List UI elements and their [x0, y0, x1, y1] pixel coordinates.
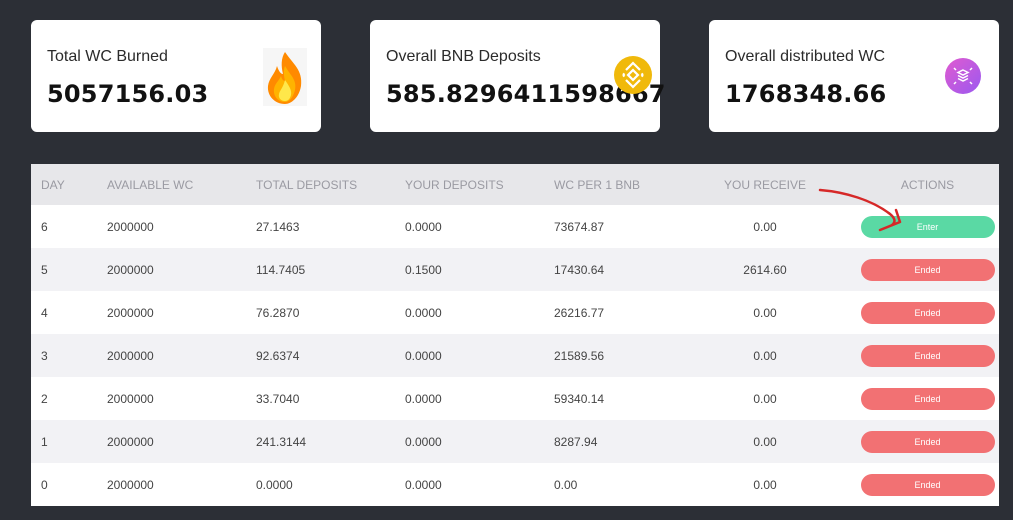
- header-total-deposits: TOTAL DEPOSITS: [256, 177, 358, 192]
- cell-day: 5: [41, 262, 48, 277]
- cell-your-deposits: 0.0000: [405, 391, 442, 406]
- distribution-icon: [945, 58, 981, 94]
- cell-day: 2: [41, 391, 48, 406]
- cell-day: 1: [41, 434, 48, 449]
- cell-you-receive: 0.00: [753, 391, 777, 406]
- cell-total-deposits: 0.0000: [256, 477, 293, 492]
- header-you-receive: YOU RECEIVE: [723, 177, 807, 192]
- cell-your-deposits: 0.1500: [405, 262, 442, 277]
- bnb-icon: [614, 56, 652, 94]
- cell-wc-per-bnb: 8287.94: [554, 434, 598, 449]
- stat-card-bnb-deposits: Overall BNB Deposits 585.8296411598667: [370, 20, 666, 132]
- cell-wc-per-bnb: 0.00: [554, 477, 578, 492]
- ended-button[interactable]: Ended: [860, 301, 995, 324]
- cell-your-deposits: 0.0000: [405, 477, 442, 492]
- table-row: 1 2000000 241.3144 0.0000 8287.94 0.00 E…: [31, 420, 999, 463]
- cell-total-deposits: 27.1463: [256, 219, 300, 234]
- cell-total-deposits: 114.7405: [256, 262, 306, 277]
- header-your-deposits: YOUR DEPOSITS: [405, 177, 504, 192]
- card-value: 5057156.03: [47, 80, 209, 108]
- table-row: 4 2000000 76.2870 0.0000 26216.77 0.00 E…: [31, 291, 999, 334]
- cell-total-deposits: 33.7040: [256, 391, 300, 406]
- cell-wc-per-bnb: 26216.77: [554, 305, 605, 320]
- table-row: 6 2000000 27.1463 0.0000 73674.87 0.00 E…: [31, 205, 999, 248]
- cell-actions: Enter: [856, 205, 999, 248]
- header-available-wc: AVAILABLE WC: [107, 177, 194, 192]
- cell-actions: Ended: [856, 377, 999, 420]
- cell-available-wc: 2000000: [107, 348, 154, 363]
- ended-button[interactable]: Ended: [860, 430, 995, 453]
- cell-you-receive: 2614.60: [743, 262, 787, 277]
- cell-total-deposits: 92.6374: [256, 348, 300, 363]
- cell-total-deposits: 241.3144: [256, 434, 307, 449]
- cell-your-deposits: 0.0000: [405, 219, 442, 234]
- stat-card-distributed-wc: Overall distributed WC 1768348.66: [709, 20, 999, 132]
- card-title: Overall BNB Deposits: [386, 48, 541, 65]
- cell-you-receive: 0.00: [753, 434, 777, 449]
- table-row: 5 2000000 114.7405 0.1500 17430.64 2614.…: [31, 248, 999, 291]
- enter-button[interactable]: Enter: [860, 215, 995, 238]
- cell-available-wc: 2000000: [107, 305, 154, 320]
- cell-total-deposits: 76.2870: [256, 305, 300, 320]
- header-day: DAY: [41, 177, 65, 192]
- cell-actions: Ended: [856, 334, 999, 377]
- cell-day: 3: [41, 348, 48, 363]
- ended-button[interactable]: Ended: [860, 344, 995, 367]
- card-title: Total WC Burned: [47, 48, 168, 65]
- cell-available-wc: 2000000: [107, 219, 154, 234]
- cell-day: 0: [41, 477, 48, 492]
- cell-available-wc: 2000000: [107, 434, 154, 449]
- cell-wc-per-bnb: 59340.14: [554, 391, 605, 406]
- cell-day: 6: [41, 219, 48, 234]
- cell-you-receive: 0.00: [753, 305, 777, 320]
- cell-your-deposits: 0.0000: [405, 305, 442, 320]
- cell-actions: Ended: [856, 291, 999, 334]
- cell-your-deposits: 0.0000: [405, 434, 442, 449]
- stat-card-wc-burned: Total WC Burned 5057156.03: [31, 20, 321, 132]
- cell-wc-per-bnb: 73674.87: [554, 219, 605, 234]
- cell-actions: Ended: [856, 463, 999, 506]
- header-actions: ACTIONS: [900, 177, 955, 192]
- cell-available-wc: 2000000: [107, 477, 154, 492]
- cell-day: 4: [41, 305, 48, 320]
- cell-your-deposits: 0.0000: [405, 348, 442, 363]
- cell-available-wc: 2000000: [107, 262, 154, 277]
- cell-available-wc: 2000000: [107, 391, 154, 406]
- card-value: 1768348.66: [725, 80, 887, 108]
- rounds-table: DAY AVAILABLE WC TOTAL DEPOSITS YOUR DEP…: [31, 164, 999, 506]
- cell-wc-per-bnb: 21589.56: [554, 348, 605, 363]
- table-row: 0 2000000 0.0000 0.0000 0.00 0.00 Ended: [31, 463, 999, 506]
- cell-actions: Ended: [856, 248, 999, 291]
- cell-actions: Ended: [856, 420, 999, 463]
- cell-you-receive: 0.00: [753, 348, 777, 363]
- table-row: 3 2000000 92.6374 0.0000 21589.56 0.00 E…: [31, 334, 999, 377]
- ended-button[interactable]: Ended: [860, 473, 995, 496]
- ended-button[interactable]: Ended: [860, 258, 995, 281]
- cell-wc-per-bnb: 17430.64: [554, 262, 605, 277]
- ended-button[interactable]: Ended: [860, 387, 995, 410]
- header-wc-per-bnb: WC PER 1 BNB: [554, 177, 641, 192]
- table-header-row: DAY AVAILABLE WC TOTAL DEPOSITS YOUR DEP…: [31, 164, 999, 205]
- cell-you-receive: 0.00: [753, 219, 777, 234]
- card-title: Overall distributed WC: [725, 48, 886, 65]
- fire-icon: [263, 48, 307, 106]
- table-row: 2 2000000 33.7040 0.0000 59340.14 0.00 E…: [31, 377, 999, 420]
- cell-you-receive: 0.00: [753, 477, 777, 492]
